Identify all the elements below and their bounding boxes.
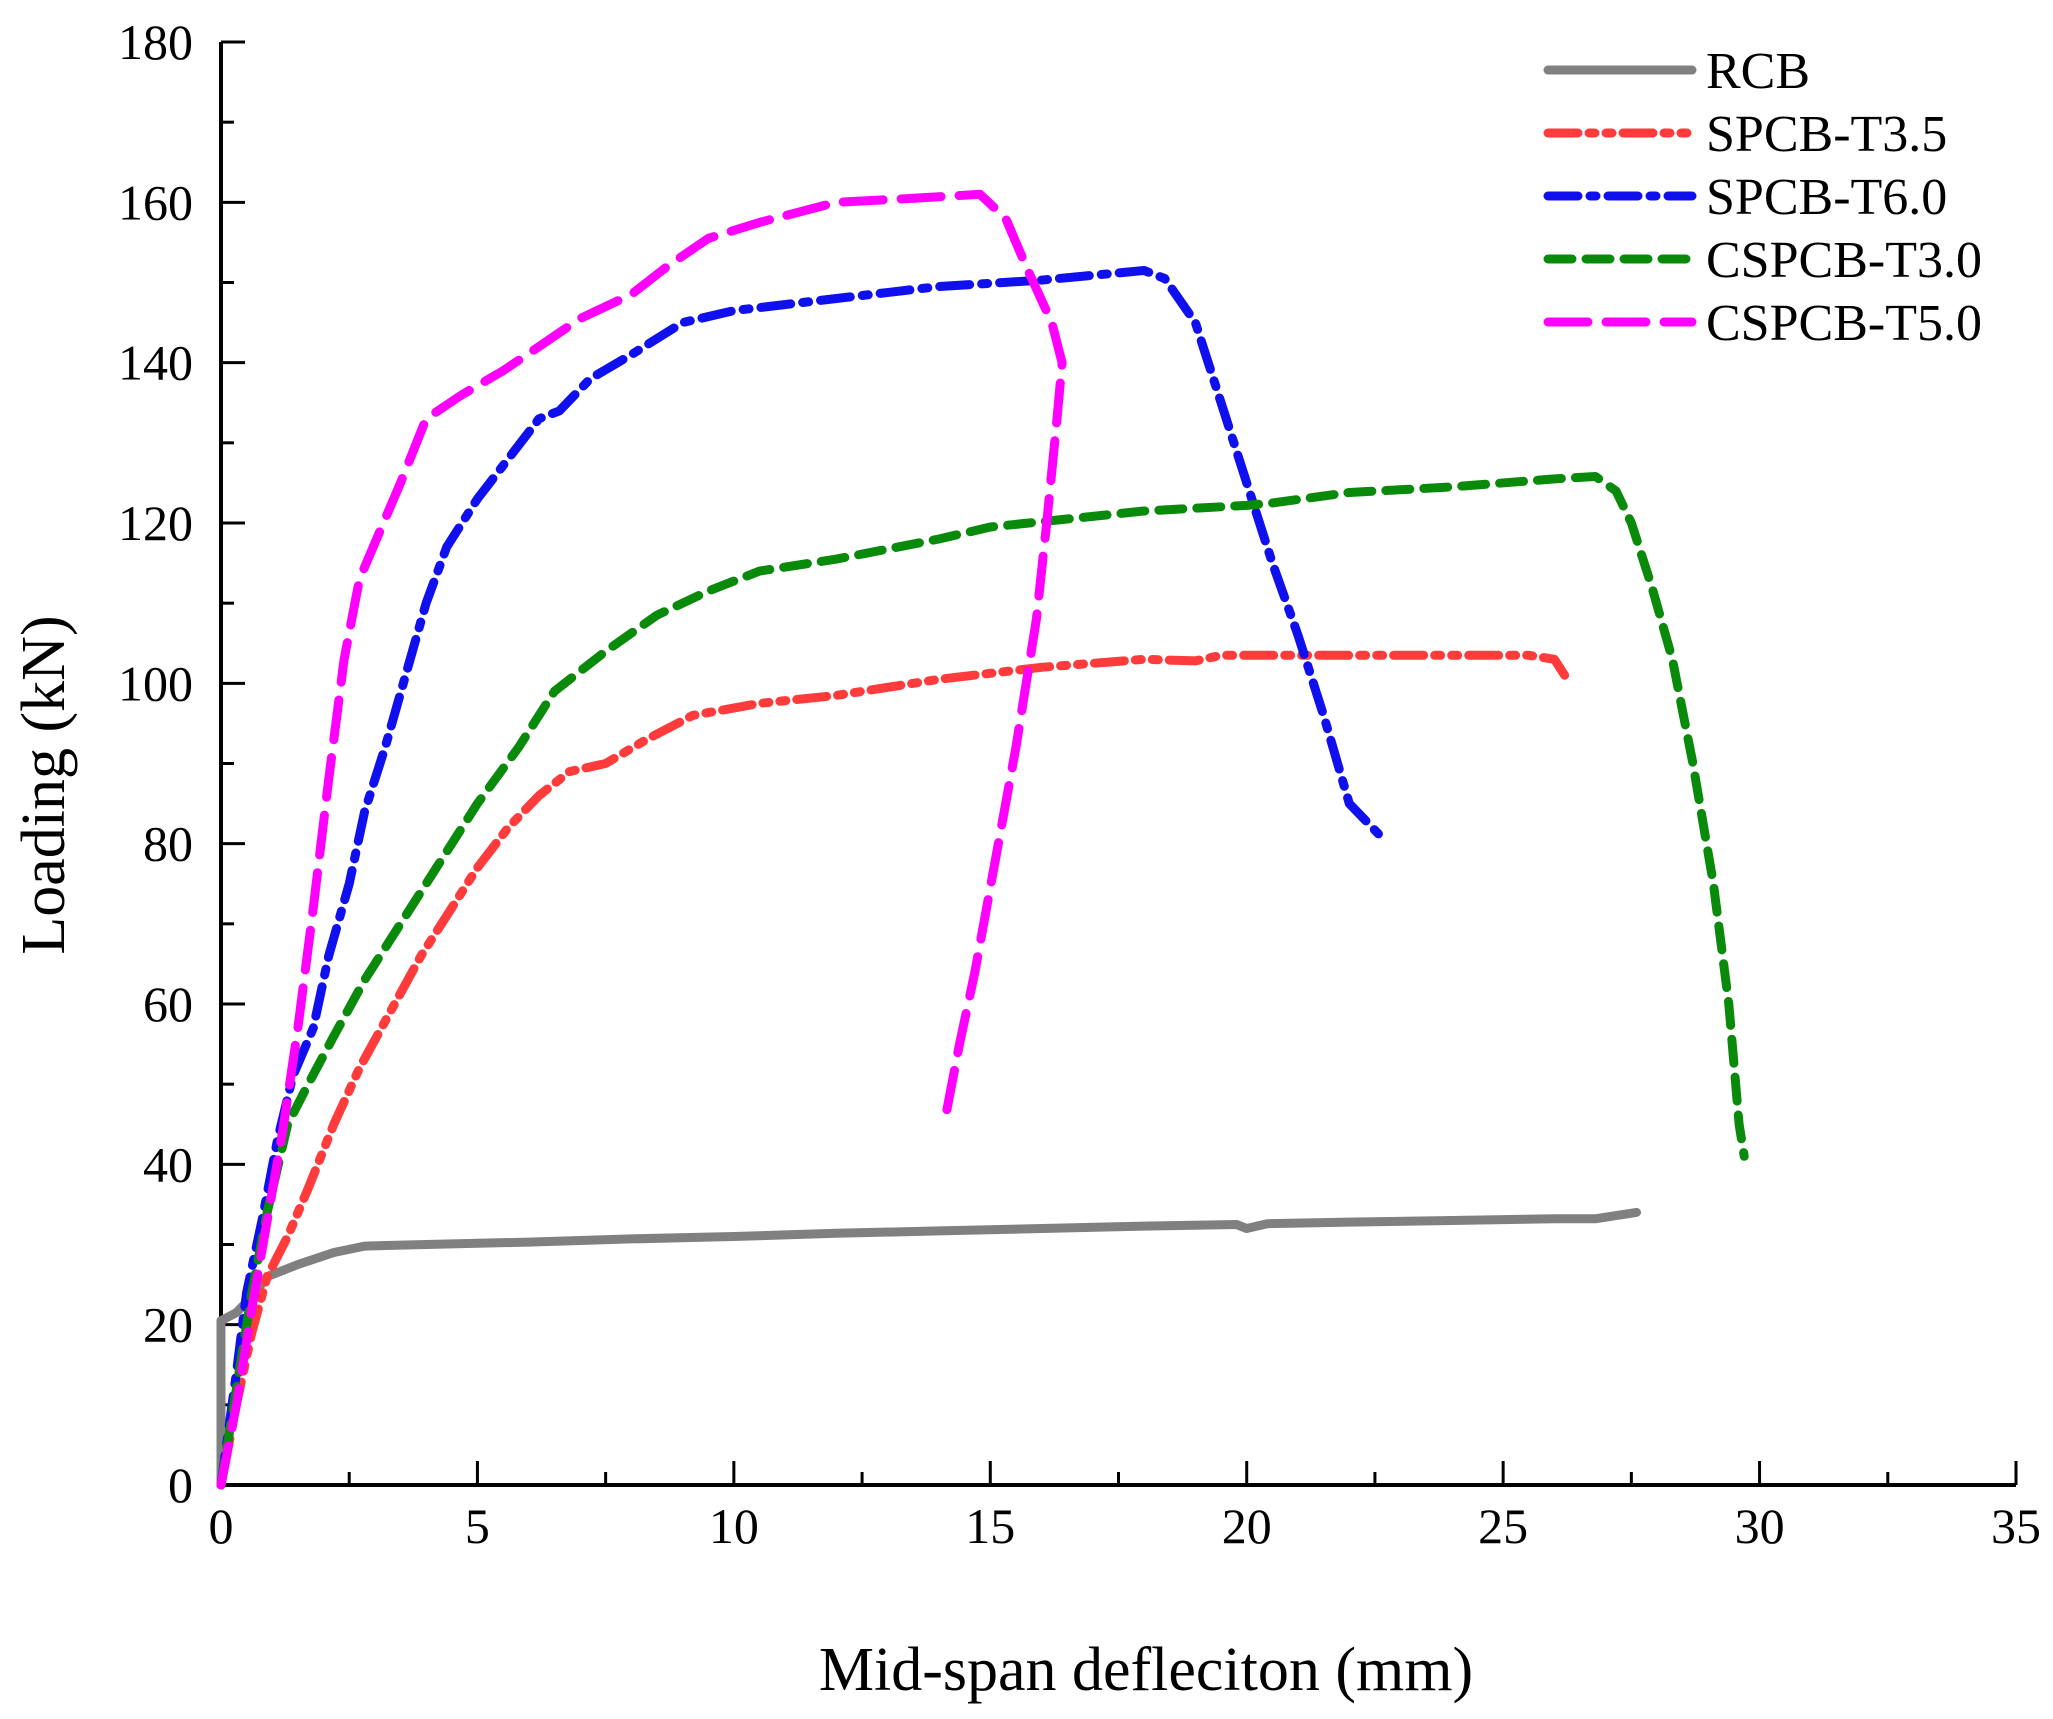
x-tick-label: 25 <box>1478 1498 1528 1554</box>
series-line <box>216 1207 1641 1490</box>
series-line <box>216 650 1575 1490</box>
legend-label: CSPCB-T5.0 <box>1706 295 1982 352</box>
y-tick-label: 20 <box>143 1297 193 1353</box>
legend-label: SPCB-T3.5 <box>1706 106 1947 163</box>
y-tick-label: 160 <box>118 174 193 230</box>
series-line <box>216 266 1385 1490</box>
x-tick-label: 20 <box>1222 1498 1272 1554</box>
legend-label: CSPCB-T3.0 <box>1706 232 1982 289</box>
x-tick-label: 30 <box>1735 1498 1785 1554</box>
legend-label: SPCB-T6.0 <box>1706 169 1947 226</box>
legend-label: RCB <box>1706 43 1810 100</box>
y-tick-label: 60 <box>143 976 193 1032</box>
y-tick-label: 40 <box>143 1136 193 1192</box>
x-tick-label: 10 <box>709 1498 759 1554</box>
series-line <box>216 189 1067 1490</box>
axes: 0 5 10 15 20 25 30 35 0 20 40 60 80 100 120 140 160 180 <box>118 14 2041 1554</box>
y-tick-label: 140 <box>118 335 193 391</box>
x-tick-label: 5 <box>465 1498 490 1554</box>
series-lines <box>216 189 1749 1490</box>
x-tick-label: 35 <box>1991 1498 2041 1554</box>
x-tick-label: 15 <box>965 1498 1015 1554</box>
y-tick-label: 80 <box>143 816 193 872</box>
legend: RCB SPCB-T3.5 SPCB-T6.0 CSPCB-T3.0 CSPCB-T5.… <box>1543 43 1982 352</box>
x-axis-title: Mid-span defleciton (mm) <box>819 1636 1473 1704</box>
y-tick-label: 100 <box>118 655 193 711</box>
y-tick-label: 120 <box>118 495 193 551</box>
y-tick-label: 0 <box>168 1457 193 1513</box>
x-tick-label: 0 <box>209 1498 234 1554</box>
y-tick-label: 180 <box>118 14 193 70</box>
y-axis-title: Loading (kN) <box>10 615 78 954</box>
series-line <box>216 472 1749 1490</box>
